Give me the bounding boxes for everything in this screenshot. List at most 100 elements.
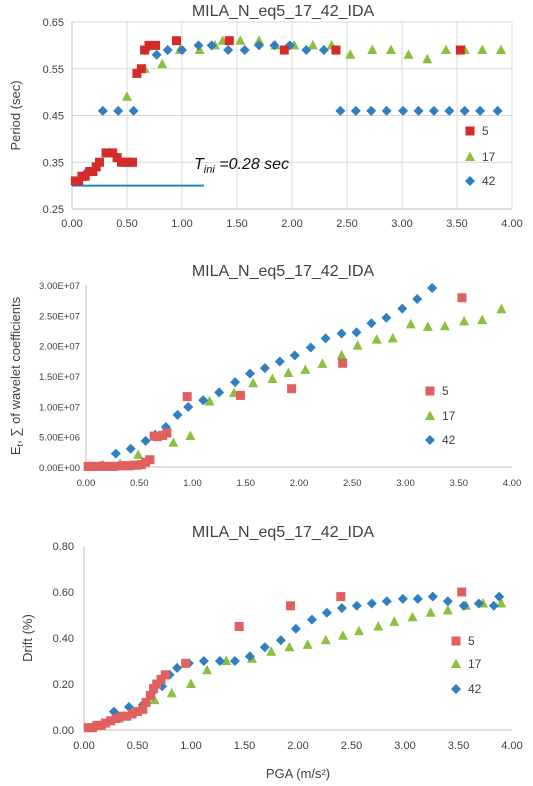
series-42-point (254, 40, 264, 51)
x-tick-label: 0.50 (130, 478, 149, 489)
series-17-point (373, 621, 384, 631)
x-tick-label: 3.50 (450, 478, 469, 489)
series-42-point (151, 49, 162, 60)
series-42-point (488, 600, 499, 611)
series-42-point (244, 651, 255, 662)
series-17-point (403, 49, 414, 59)
series-17-point (204, 395, 215, 406)
series-17-point (345, 49, 356, 59)
series-42-point (140, 435, 151, 446)
series-42-point (350, 105, 361, 116)
series-42-point (214, 387, 225, 398)
series-17-point (284, 641, 295, 652)
series-42-point (335, 105, 346, 116)
y-axis-label: Drift (%) (20, 614, 35, 662)
series-17-point (122, 91, 132, 101)
series-17-point (371, 334, 382, 344)
x-tick-label: 2.00 (290, 478, 309, 489)
series-17-point (389, 616, 400, 626)
y-tick-label: 0.25 (43, 204, 64, 216)
series-42-point (177, 45, 187, 56)
series-17-point (185, 430, 196, 441)
series-5-point (106, 716, 116, 726)
series-5-point (109, 461, 119, 471)
series-5-point (132, 68, 142, 78)
chart-panel-3: MILA_N_eq5_17_42_IDA 0.00 0.50 1.00 1.50 2.00… (20, 524, 523, 781)
series-17-point (283, 367, 294, 377)
legend-marker-17 (425, 410, 435, 420)
legend-marker-42 (425, 435, 435, 445)
x-tick-label: 1.00 (180, 740, 201, 752)
series-42-point (306, 614, 317, 625)
series-42-point (336, 328, 347, 339)
series-5-point (144, 40, 154, 50)
x-tick-label: 1.50 (234, 740, 255, 752)
series-5-point (145, 455, 155, 465)
legend-marker-5 (425, 386, 435, 396)
series-5-point (286, 601, 296, 611)
y-tick-label: 0.35 (43, 157, 64, 169)
series-42-point (128, 105, 139, 116)
y-tick-label: 1.50E+07 (39, 372, 80, 383)
y-tick-label: 2.50E+07 (39, 311, 80, 322)
y-tick-label: 0.55 (43, 64, 64, 76)
series-42-point (245, 368, 256, 379)
series-17-point (441, 44, 451, 55)
series-42-point (381, 105, 392, 116)
series-42-point (381, 596, 392, 607)
legend-marker-17 (465, 151, 475, 161)
series-42-point (110, 448, 121, 459)
x-tick-label: 0.00 (61, 218, 82, 230)
series-42-point (492, 105, 503, 116)
series-17-point (194, 44, 205, 55)
series-42-point (162, 45, 173, 56)
series-5-point (112, 153, 122, 163)
series-42-point (351, 327, 362, 338)
series-5-point (111, 714, 121, 723)
series-42-point (229, 656, 240, 666)
series-42-point (381, 312, 392, 323)
series-42-point (113, 105, 124, 116)
series-5-point (141, 697, 151, 707)
x-tick-label: 4.00 (501, 740, 522, 752)
series-17-point (405, 318, 416, 329)
series-42-point (259, 642, 270, 653)
series-17-point (439, 320, 450, 331)
series-42-point (172, 409, 183, 420)
legend-label-42: 42 (442, 433, 456, 447)
series-17-point (235, 35, 246, 45)
series-17-point (477, 314, 488, 325)
series-42-point (458, 600, 469, 611)
series-17-point (267, 373, 278, 384)
series-42-point (290, 623, 301, 634)
series-42-point (223, 45, 234, 56)
series-42-point (125, 443, 136, 454)
y-axis-label: Period (sec) (8, 80, 23, 150)
legend-label-17: 17 (468, 657, 482, 671)
series-42-point (318, 45, 329, 56)
series-5-point (151, 40, 161, 50)
series-5-point (279, 45, 289, 55)
series-42-point (366, 105, 377, 116)
series-42-point (274, 356, 285, 367)
series-17-point (307, 39, 318, 50)
legend-label-5: 5 (468, 634, 475, 648)
series-5-point (122, 711, 132, 721)
series-42-point (397, 303, 408, 314)
series-5-point (80, 171, 90, 181)
series-42-point (413, 105, 424, 116)
series-42-point (398, 105, 409, 116)
series-42-point (269, 40, 280, 51)
series-17-point (248, 377, 259, 388)
series-17-point (254, 35, 264, 45)
chart-panel-1: MILA_N_eq5_17_42_IDA 0.00 0.50 1.00 1.50 2.00… (8, 3, 523, 230)
series-17-point (496, 303, 507, 314)
legend-marker-5 (451, 636, 461, 646)
chart-title: MILA_N_eq5_17_42_IDA (192, 263, 375, 280)
x-tick-label: 1.50 (237, 478, 256, 489)
x-tick-label: 3.00 (396, 478, 415, 489)
series-42-point (97, 105, 108, 116)
y-tick-label: 0.00E+00 (39, 463, 80, 474)
series-17-point (386, 44, 396, 55)
